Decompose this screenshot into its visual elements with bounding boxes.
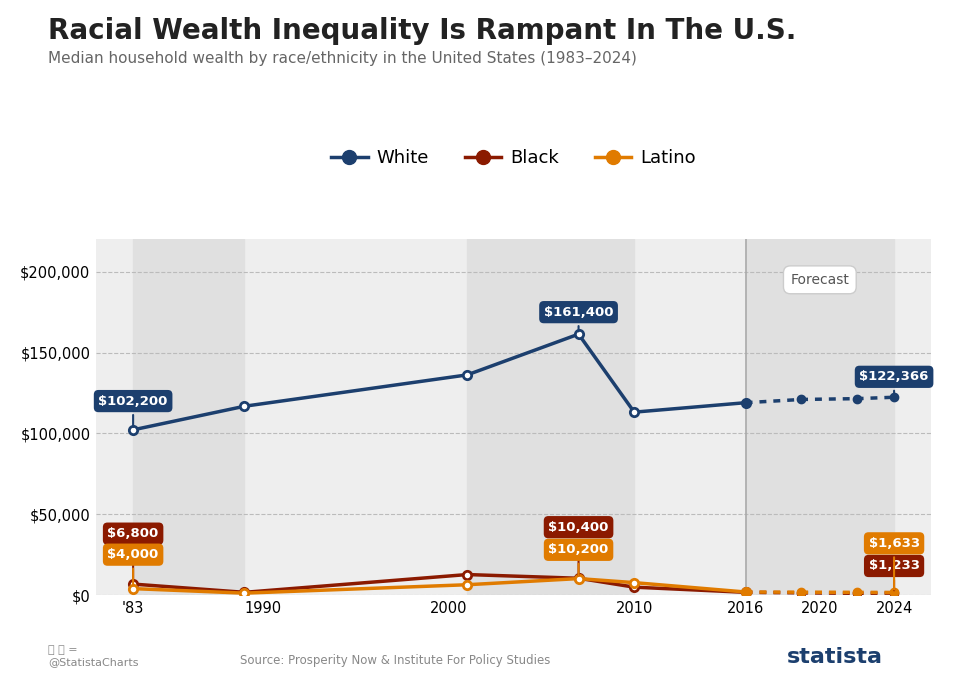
Text: $161,400: $161,400 (543, 306, 613, 331)
Text: $6,800: $6,800 (108, 527, 158, 581)
Text: Source: Prosperity Now & Institute For Policy Studies: Source: Prosperity Now & Institute For P… (240, 654, 550, 667)
Text: statista: statista (787, 647, 883, 667)
Bar (133, 239, 245, 595)
Bar (468, 239, 635, 595)
Text: $102,200: $102,200 (99, 395, 168, 427)
Text: $122,366: $122,366 (859, 370, 928, 395)
Text: $1,233: $1,233 (869, 560, 920, 590)
Text: Forecast: Forecast (790, 273, 850, 287)
Text: Racial Wealth Inequality Is Rampant In The U.S.: Racial Wealth Inequality Is Rampant In T… (48, 17, 797, 45)
Text: $1,633: $1,633 (869, 537, 920, 590)
Text: ⓒ ⓘ =
@StatistaCharts: ⓒ ⓘ = @StatistaCharts (48, 645, 138, 667)
Legend: White, Black, Latino: White, Black, Latino (324, 142, 703, 174)
Text: Median household wealth by race/ethnicity in the United States (1983–2024): Median household wealth by race/ethnicit… (48, 51, 636, 66)
Bar (746, 239, 894, 595)
Text: $4,000: $4,000 (108, 548, 158, 586)
Text: $10,200: $10,200 (548, 543, 609, 576)
Text: $10,400: $10,400 (548, 521, 609, 575)
